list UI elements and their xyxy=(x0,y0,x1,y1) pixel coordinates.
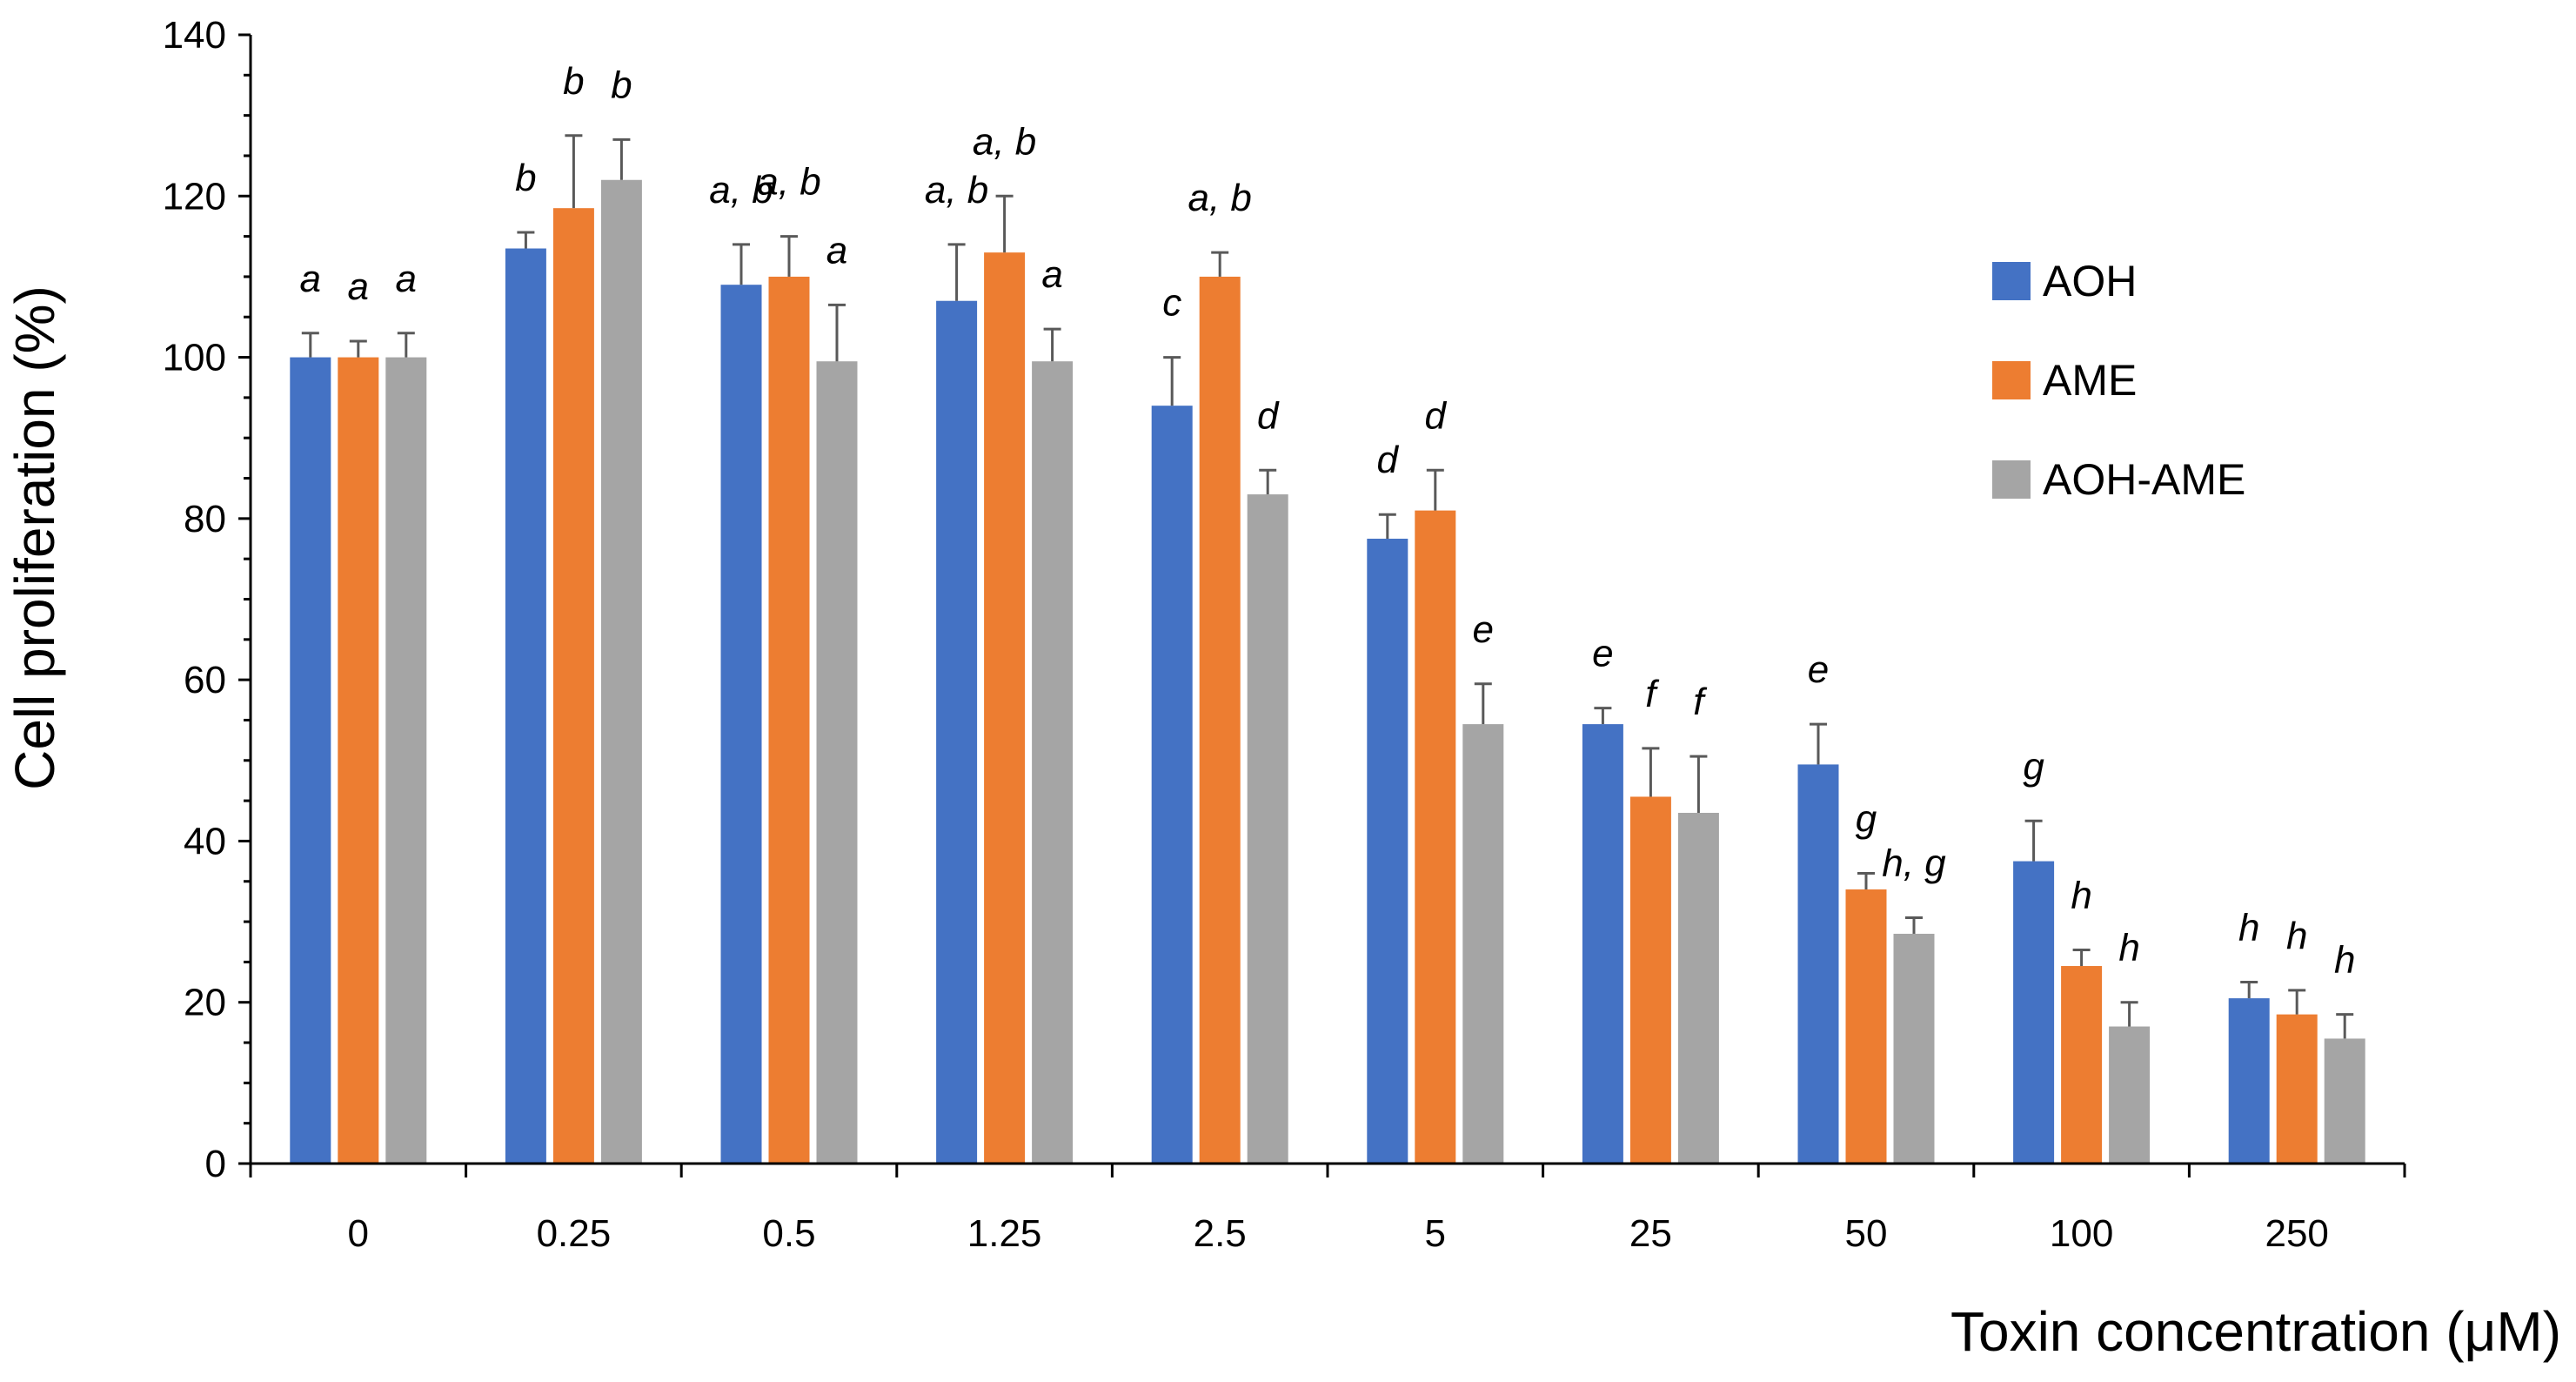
bar-aoh-0.25 xyxy=(505,248,546,1164)
legend-label: AME xyxy=(2043,356,2137,405)
bar-aoh-ame-5 xyxy=(1462,724,1504,1164)
bar-ame-50 xyxy=(1845,889,1887,1164)
significance-label: a, b xyxy=(757,161,820,204)
y-tick-label: 60 xyxy=(184,659,226,701)
significance-label: e xyxy=(1473,608,1494,651)
y-tick-label: 80 xyxy=(184,498,226,540)
significance-label: d xyxy=(1377,439,1400,481)
bar-aoh-ame-50 xyxy=(1893,933,1935,1164)
significance-label: d xyxy=(1257,394,1280,437)
y-tick-label: 100 xyxy=(163,337,226,379)
axes-layer: 0 20 40 60 80 100 120 140 0 0.25 0.5 1.25 2.5 5 25 50 10… xyxy=(163,14,2406,1255)
bar-aoh-ame-1.25 xyxy=(1032,361,1074,1164)
bar-aoh-ame-2.5 xyxy=(1247,494,1288,1164)
significance-label: h xyxy=(2071,874,2091,916)
legend-label: AOH-AME xyxy=(2043,455,2245,504)
significance-label: a xyxy=(396,258,417,300)
x-tick-label: 0.25 xyxy=(537,1212,612,1255)
significance-label: b xyxy=(563,60,584,103)
bar-ame-2.5 xyxy=(1199,276,1241,1164)
legend: AOH AME AOH-AME xyxy=(1992,257,2245,504)
bar-ame-100 xyxy=(2061,966,2103,1164)
legend-swatch xyxy=(1992,262,2031,300)
significance-label: f xyxy=(1693,681,1708,723)
significance-label: a, b xyxy=(1188,177,1252,219)
bar-aoh-250 xyxy=(2228,998,2270,1164)
significance-label: b xyxy=(611,64,632,106)
bar-ame-0.5 xyxy=(768,276,810,1164)
bar-aoh-1.25 xyxy=(936,300,978,1164)
significance-label: d xyxy=(1425,394,1448,437)
x-tick-label: 250 xyxy=(2265,1212,2328,1255)
significance-label: h xyxy=(2334,939,2355,982)
bar-aoh-ame-0 xyxy=(385,357,427,1164)
bar-ame-0 xyxy=(338,357,379,1164)
error-bars-layer xyxy=(301,134,2354,1039)
significance-label: e xyxy=(1592,633,1613,675)
bar-ame-5 xyxy=(1415,510,1456,1164)
legend-label: AOH xyxy=(2043,257,2137,305)
bar-aoh-ame-25 xyxy=(1677,813,1719,1164)
y-tick-label: 140 xyxy=(163,14,226,57)
significance-label: h xyxy=(2238,907,2259,949)
significance-label: a, b xyxy=(973,120,1036,163)
significance-label: a xyxy=(300,258,321,300)
significance-label: b xyxy=(515,157,536,199)
y-tick-label: 0 xyxy=(205,1143,226,1185)
bar-ame-1.25 xyxy=(984,252,1026,1164)
x-tick-label: 5 xyxy=(1425,1212,1446,1255)
significance-label: a xyxy=(348,265,369,308)
x-tick-label: 0.5 xyxy=(762,1212,815,1255)
legend-swatch xyxy=(1992,361,2031,399)
significance-label: a, b xyxy=(925,169,988,211)
legend-swatch xyxy=(1992,460,2031,499)
bar-aoh-25 xyxy=(1582,724,1623,1164)
y-tick-label: 120 xyxy=(163,175,226,218)
bars-layer xyxy=(290,179,2365,1164)
significance-label: h xyxy=(2286,915,2307,957)
bar-aoh-5 xyxy=(1367,539,1408,1164)
x-tick-label: 2.5 xyxy=(1194,1212,1247,1255)
bar-aoh-ame-250 xyxy=(2324,1038,2365,1164)
x-axis-title: Toxin concentration (μM) xyxy=(1950,1300,2561,1363)
x-tick-label: 0 xyxy=(348,1212,369,1255)
significance-label: a xyxy=(1041,253,1062,296)
y-axis-title: Cell proliferation (%) xyxy=(3,285,66,790)
bar-aoh-ame-100 xyxy=(2109,1026,2151,1164)
significance-label: g xyxy=(2023,745,2044,788)
significance-label: a, b xyxy=(709,169,773,211)
x-tick-label: 1.25 xyxy=(967,1212,1042,1255)
bar-aoh-0 xyxy=(290,357,331,1164)
significance-label: h xyxy=(2118,927,2139,969)
significance-label: a xyxy=(826,229,847,272)
significance-label: g xyxy=(1856,797,1877,840)
bar-ame-250 xyxy=(2276,1014,2318,1164)
bar-aoh-0.5 xyxy=(720,285,762,1164)
bar-ame-25 xyxy=(1629,796,1671,1164)
significance-label: h, g xyxy=(1882,842,1946,884)
bar-aoh-2.5 xyxy=(1151,406,1193,1164)
y-tick-label: 40 xyxy=(184,820,226,862)
bar-aoh-ame-0.25 xyxy=(600,179,642,1164)
y-tick-label: 20 xyxy=(184,982,226,1024)
x-tick-label: 25 xyxy=(1629,1212,1672,1255)
significance-label: c xyxy=(1162,282,1181,325)
significance-label: f xyxy=(1645,673,1660,715)
bar-ame-0.25 xyxy=(552,208,594,1164)
x-tick-label: 50 xyxy=(1845,1212,1888,1255)
x-tick-label: 100 xyxy=(2050,1212,2113,1255)
significance-label: e xyxy=(1808,648,1829,691)
bar-aoh-50 xyxy=(1797,764,1839,1164)
bar-aoh-100 xyxy=(2013,861,2055,1164)
bar-aoh-ame-0.5 xyxy=(816,361,858,1164)
